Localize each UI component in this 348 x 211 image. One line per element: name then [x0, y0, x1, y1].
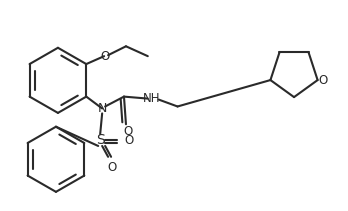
Text: O: O [123, 125, 133, 138]
Text: O: O [318, 74, 327, 87]
Text: S: S [96, 133, 104, 147]
Text: NH: NH [143, 92, 160, 105]
Text: O: O [124, 134, 134, 146]
Text: O: O [101, 50, 110, 63]
Text: O: O [108, 161, 117, 174]
Text: N: N [97, 102, 107, 115]
